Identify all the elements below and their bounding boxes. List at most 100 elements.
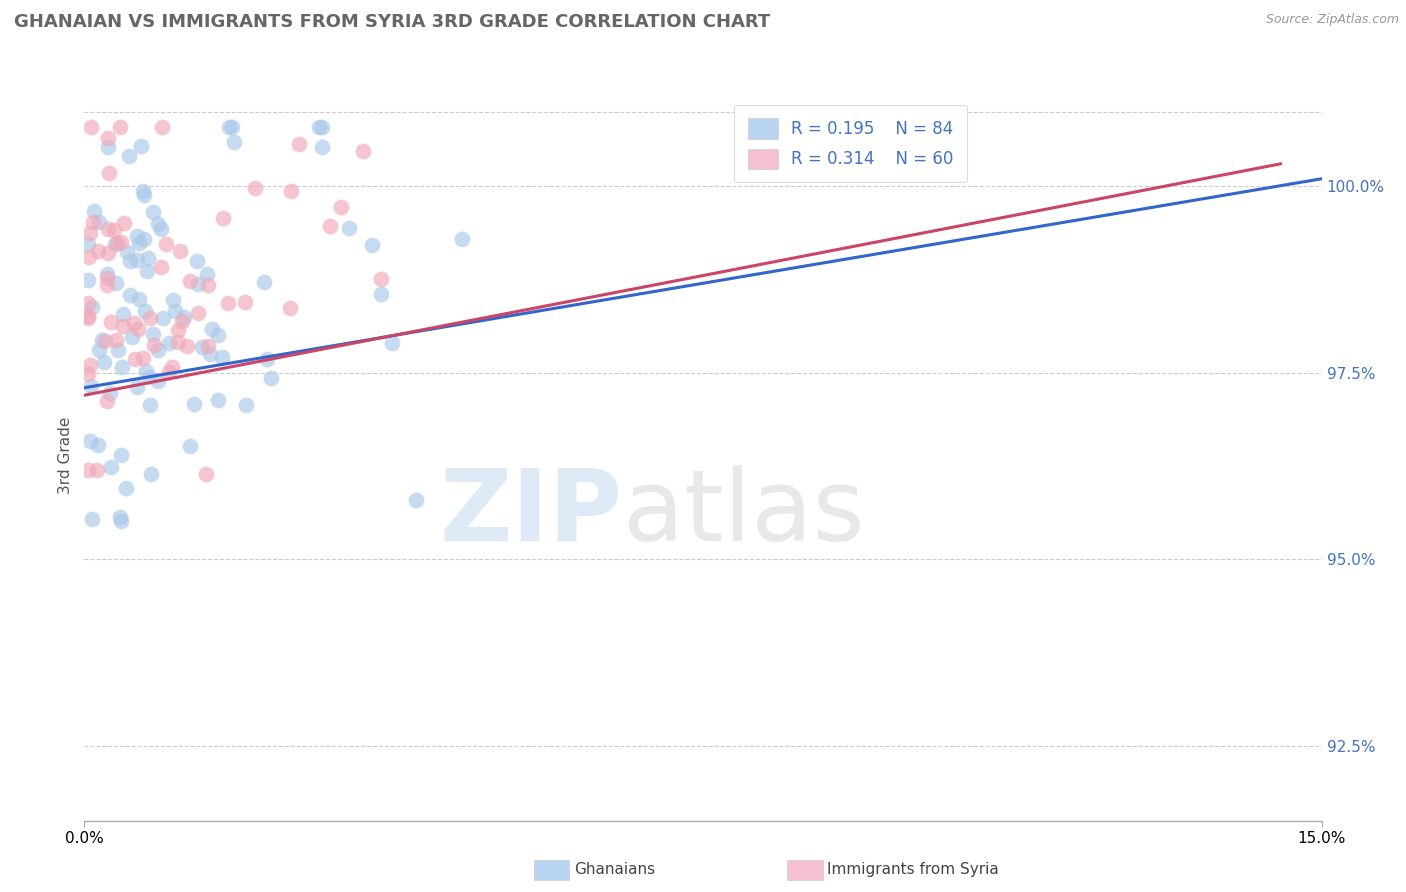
Point xyxy=(197,278,219,293)
Point xyxy=(98,386,121,401)
Point xyxy=(97,245,120,260)
Point xyxy=(187,306,209,320)
Point xyxy=(138,369,160,384)
Point xyxy=(105,333,128,347)
Point xyxy=(77,311,100,326)
Point xyxy=(128,293,150,307)
Y-axis label: 3rd Grade: 3rd Grade xyxy=(58,417,73,493)
Text: atlas: atlas xyxy=(623,465,865,562)
Point xyxy=(370,271,392,285)
Point xyxy=(370,287,392,301)
Point xyxy=(104,236,127,251)
Point xyxy=(183,397,205,411)
Point xyxy=(87,437,110,451)
Point xyxy=(191,340,214,354)
Point xyxy=(165,304,187,318)
Point xyxy=(132,188,155,202)
Point xyxy=(308,120,330,134)
Point xyxy=(330,200,353,214)
Point xyxy=(224,135,246,149)
Point xyxy=(105,277,128,291)
Point xyxy=(110,449,132,463)
Point xyxy=(79,358,101,372)
Point xyxy=(103,223,125,237)
Point xyxy=(187,277,209,291)
Point xyxy=(141,467,163,482)
Point xyxy=(79,226,101,240)
Point xyxy=(96,278,118,293)
Point xyxy=(197,339,219,353)
Point xyxy=(451,232,474,246)
Point xyxy=(176,339,198,353)
Point xyxy=(120,253,142,268)
Point xyxy=(82,301,104,315)
Point xyxy=(100,315,122,329)
Point xyxy=(110,515,132,529)
Point xyxy=(311,120,333,134)
Point xyxy=(157,335,180,350)
Point xyxy=(127,380,149,394)
Point xyxy=(198,347,221,361)
Point xyxy=(132,232,155,246)
Point xyxy=(86,463,108,477)
Point xyxy=(200,322,222,336)
Point xyxy=(280,185,302,199)
Point xyxy=(77,295,100,310)
Point xyxy=(79,434,101,448)
Point xyxy=(83,204,105,219)
Point xyxy=(280,301,302,315)
Point xyxy=(142,338,165,352)
Point xyxy=(112,307,135,321)
Point xyxy=(105,235,128,250)
Point xyxy=(319,219,342,233)
Point xyxy=(243,180,266,194)
Text: ZIP: ZIP xyxy=(440,465,623,562)
Point xyxy=(97,222,120,236)
Point xyxy=(80,120,103,134)
Point xyxy=(93,355,115,369)
Point xyxy=(207,392,229,407)
Point xyxy=(77,237,100,252)
Point xyxy=(207,328,229,343)
Point xyxy=(211,211,233,226)
Point xyxy=(260,371,283,385)
Text: Immigrants from Syria: Immigrants from Syria xyxy=(827,863,998,877)
Point xyxy=(96,393,118,408)
Point xyxy=(135,264,157,278)
Point xyxy=(169,244,191,259)
Point xyxy=(195,467,218,482)
Point xyxy=(97,130,120,145)
Point xyxy=(139,310,162,325)
Point xyxy=(311,140,333,154)
Point xyxy=(173,310,195,325)
Point xyxy=(82,215,104,229)
Point xyxy=(155,237,177,252)
Point xyxy=(128,235,150,250)
Point xyxy=(112,216,135,230)
Point xyxy=(80,512,103,526)
Point xyxy=(149,222,172,236)
Point xyxy=(77,272,100,286)
Point xyxy=(77,309,100,323)
Point xyxy=(235,398,257,412)
Point xyxy=(135,364,157,378)
Point xyxy=(132,185,155,199)
Point xyxy=(136,251,159,265)
Point xyxy=(217,296,239,310)
Point xyxy=(115,481,138,495)
Point xyxy=(139,398,162,412)
Point xyxy=(157,365,180,379)
Point xyxy=(195,268,218,282)
Point xyxy=(93,334,115,348)
Point xyxy=(97,166,120,180)
Legend: R = 0.195    N = 84, R = 0.314    N = 60: R = 0.195 N = 84, R = 0.314 N = 60 xyxy=(734,105,967,182)
Point xyxy=(337,221,360,235)
Point xyxy=(186,253,208,268)
Point xyxy=(120,287,142,301)
Point xyxy=(146,218,169,232)
Point xyxy=(256,351,278,366)
Text: Source: ZipAtlas.com: Source: ZipAtlas.com xyxy=(1265,13,1399,27)
Point xyxy=(131,138,153,153)
Point xyxy=(218,120,240,134)
Point xyxy=(96,267,118,281)
